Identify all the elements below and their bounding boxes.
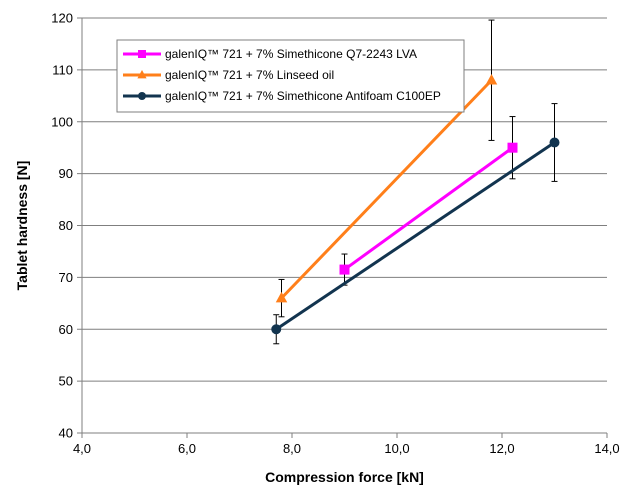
series [271,103,560,345]
y-tick-label: 80 [59,218,73,233]
data-point [271,324,282,335]
y-tick-label: 120 [51,11,73,26]
legend: galenIQ™ 721 + 7% Simethicone Q7-2243 LV… [116,39,465,113]
y-tick-label: 40 [59,426,73,441]
y-tick-label: 90 [59,166,73,181]
x-tick-label: 6,0 [178,441,196,456]
data-point [137,70,147,79]
legend-item: galenIQ™ 721 + 7% Simethicone Antifoam C… [123,89,441,103]
series-line [343,146,514,271]
y-tick-label: 100 [51,114,73,129]
legend-label: galenIQ™ 721 + 7% Simethicone Antifoam C… [165,89,441,103]
data-point [507,142,518,153]
data-point [138,92,146,100]
legend-label: galenIQ™ 721 + 7% Simethicone Q7-2243 LV… [165,47,417,61]
y-tick-label: 70 [59,270,73,285]
x-tick-label: 8,0 [283,441,301,456]
x-tick-label: 14,0 [594,441,619,456]
y-tick-label: 60 [59,322,73,337]
series-line [280,79,493,300]
series-line [275,141,556,331]
series [275,19,498,318]
y-axis-title: Tablet hardness [N] [14,161,30,291]
y-tick-label: 110 [52,62,73,77]
legend-item: galenIQ™ 721 + 7% Simethicone Q7-2243 LV… [123,47,417,61]
legend-label: galenIQ™ 721 + 7% Linseed oil [165,68,334,82]
x-axis-title: Compression force [kN] [265,469,424,485]
data-point [549,137,560,148]
y-tick-label: 50 [59,374,73,389]
legend-item: galenIQ™ 721 + 7% Linseed oil [123,68,334,82]
axes [77,17,608,438]
x-tick-label: 4,0 [73,441,91,456]
x-tick-label: 12,0 [489,441,514,456]
legend-box [116,39,465,113]
data-point [339,264,350,275]
series [339,116,518,286]
data-point [275,291,288,303]
data-point [138,50,146,58]
series-group [271,19,560,345]
data-point [485,74,498,85]
x-tick-label: 10,0 [384,441,409,456]
tick-labels: 40 50 60 70 80 90 100 110 120 4,0 6,0 8,0 10,0 12,0 14… [51,11,619,457]
